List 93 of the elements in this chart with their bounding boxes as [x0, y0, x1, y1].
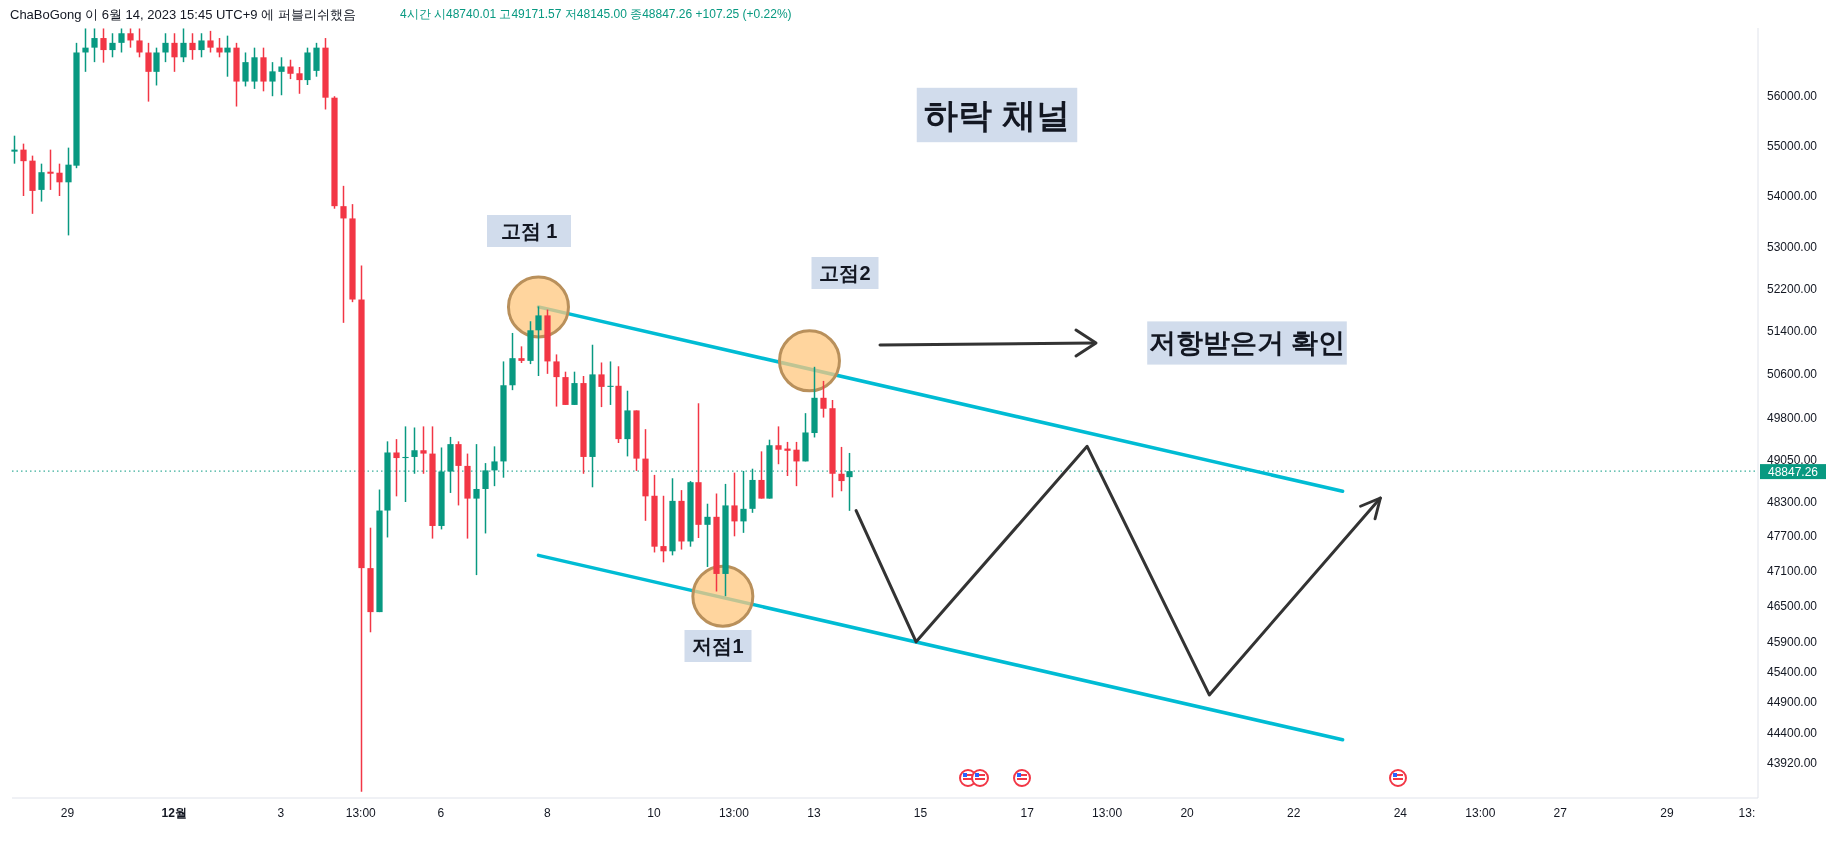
y-tick-label: 52200.00 — [1766, 281, 1818, 296]
candlestick — [11, 134, 18, 165]
x-tick-label: 10 — [647, 806, 661, 820]
candlestick — [660, 495, 667, 564]
y-tick-label: 49800.00 — [1766, 411, 1818, 426]
candlestick — [731, 471, 738, 538]
candlestick — [553, 353, 560, 408]
candlestick — [287, 58, 294, 80]
candlestick — [91, 27, 98, 63]
candlestick — [838, 446, 845, 492]
candlestick — [207, 30, 214, 54]
candlestick — [118, 27, 125, 54]
text: ChaBoGong 이 6월 14, 2023 15:45 UTC+9 에 퍼블리쉬했음 — [10, 6, 356, 22]
candlestick — [100, 27, 107, 64]
candlestick — [393, 438, 400, 498]
annotation: 고점2 — [819, 262, 871, 284]
y-tick-label: 49050.00 — [1766, 452, 1818, 467]
candlestick — [171, 32, 178, 73]
y-tick-label: 44400.00 — [1766, 725, 1818, 740]
y-tick-label: 47100.00 — [1766, 564, 1818, 579]
y-tick-label: 55000.00 — [1766, 138, 1818, 153]
candlestick — [473, 443, 480, 576]
candlestick — [242, 51, 249, 88]
candlestick — [47, 148, 54, 191]
x-tick-label: 13:00 — [1092, 806, 1123, 820]
annotation: 저항받은거 확인 — [1148, 328, 1346, 358]
candlestick — [571, 370, 578, 406]
y-tick-label: 53000.00 — [1766, 240, 1818, 255]
candlestick — [180, 27, 187, 63]
candlestick — [127, 27, 134, 49]
candlestick — [189, 32, 196, 61]
y-tick-label: 47700.00 — [1766, 529, 1818, 544]
text: 4시간 시48740.01 고49171.57 저48145.00 종48847.26 +107.25 (+0.22%) — [400, 7, 792, 21]
candlestick — [109, 32, 116, 59]
x-tick-label: 6 — [437, 806, 445, 820]
x-tick-label: 27 — [1553, 806, 1568, 820]
text: 하락 채널 — [924, 96, 1070, 134]
x-tick-label: 24 — [1393, 806, 1408, 820]
candlestick — [598, 361, 605, 408]
candlestick — [278, 56, 285, 96]
x-tick-label: 3 — [277, 806, 285, 820]
candlestick — [758, 450, 765, 500]
candlestick — [793, 441, 800, 487]
x-tick-label: 15 — [913, 806, 928, 820]
candlestick — [340, 185, 347, 324]
candlestick — [455, 440, 462, 507]
y-tick-label: 48300.00 — [1766, 495, 1818, 510]
ref-line-label: 48847.26 — [1767, 464, 1819, 479]
candlestick — [162, 32, 169, 63]
candlestick — [82, 27, 89, 73]
x-tick-label: 20 — [1180, 806, 1195, 820]
x-tick-label: 13:00 — [718, 806, 750, 820]
x-tick-label: 13:00 — [345, 806, 377, 820]
candlestick — [820, 380, 827, 419]
y-tick-label: 45400.00 — [1766, 664, 1818, 679]
y-tick-label: 50600.00 — [1766, 367, 1818, 382]
y-tick-label: 54000.00 — [1766, 188, 1818, 203]
x-tick-label: 22 — [1287, 806, 1301, 820]
candlestick — [145, 42, 152, 103]
candlestick — [535, 305, 542, 377]
candlestick — [313, 42, 320, 78]
x-tick-label: 13: — [1738, 806, 1756, 820]
candlestick — [420, 425, 427, 475]
candlestick — [216, 37, 223, 59]
x-tick-label: 12월 — [161, 806, 187, 820]
y-tick-label: 44900.00 — [1766, 695, 1818, 710]
x-tick-label: 17 — [1020, 806, 1035, 820]
candlestick — [491, 445, 498, 487]
candlestick — [153, 46, 160, 87]
x-tick-label: 13 — [807, 806, 821, 820]
y-tick-label: 46500.00 — [1766, 599, 1818, 614]
annotation: 저점1 — [692, 635, 744, 657]
annotation: 고점 1 — [500, 220, 558, 242]
candlestick — [136, 27, 143, 59]
x-tick-label: 29 — [60, 806, 75, 820]
candlestick — [269, 61, 276, 97]
candlestick — [775, 425, 782, 465]
x-tick-label: 29 — [1660, 806, 1674, 820]
x-tick-label: 8 — [544, 806, 552, 820]
candlestick — [704, 502, 711, 568]
candlestick — [56, 162, 63, 197]
candlestick — [784, 441, 791, 477]
y-tick-label: 45900.00 — [1766, 634, 1818, 649]
candlestick — [38, 162, 45, 203]
y-tick-label: 56000.00 — [1766, 89, 1818, 104]
candlestick — [607, 360, 614, 406]
candlestick — [224, 34, 231, 78]
x-tick-label: 13:00 — [1465, 806, 1496, 820]
candlestick — [20, 142, 27, 197]
y-tick-label: 51400.00 — [1766, 324, 1818, 339]
candlestick — [198, 32, 205, 59]
candlestick — [296, 66, 303, 95]
y-tick-label: 43920.00 — [1766, 755, 1818, 770]
